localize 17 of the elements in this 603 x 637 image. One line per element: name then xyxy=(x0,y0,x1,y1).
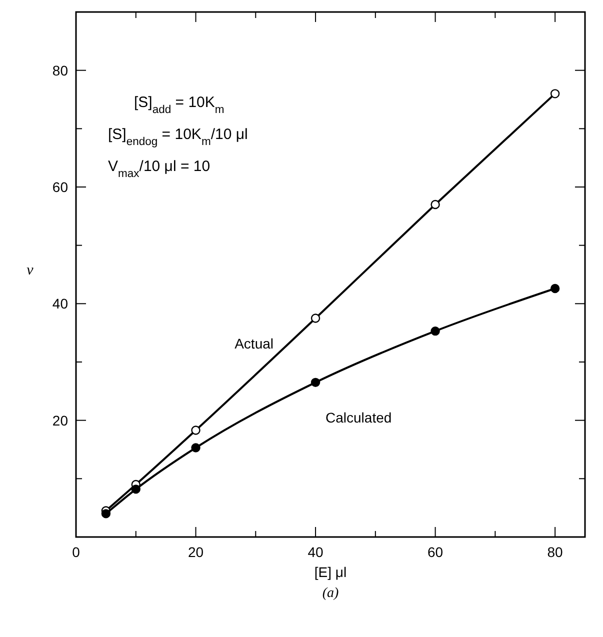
x-tick-label: 0 xyxy=(72,544,80,560)
x-tick-label: 80 xyxy=(547,544,564,560)
x-tick-label: 20 xyxy=(188,544,204,560)
x-tick-label: 40 xyxy=(308,544,324,560)
series-label: Actual xyxy=(234,335,274,352)
y-axis-title: v xyxy=(26,262,34,278)
annotation: [S]$_{endog}$ = 10K$_{m}$/10 μl xyxy=(108,126,248,148)
text: (a) xyxy=(322,586,339,601)
series-label: Calculated xyxy=(326,409,392,426)
x-axis-title: [E] μl xyxy=(314,564,347,580)
y-tick-label: 40 xyxy=(52,296,68,312)
annotation: [S]$_{add}$ = 10K$_{m}$ xyxy=(134,94,224,116)
annotation: V$_{max}$/10 μl = 10 xyxy=(108,158,210,180)
y-tick-label: 20 xyxy=(52,412,68,428)
x-tick-label: 60 xyxy=(428,544,444,560)
y-tick-label: 60 xyxy=(52,179,68,195)
y-tick-label: 80 xyxy=(52,62,68,78)
